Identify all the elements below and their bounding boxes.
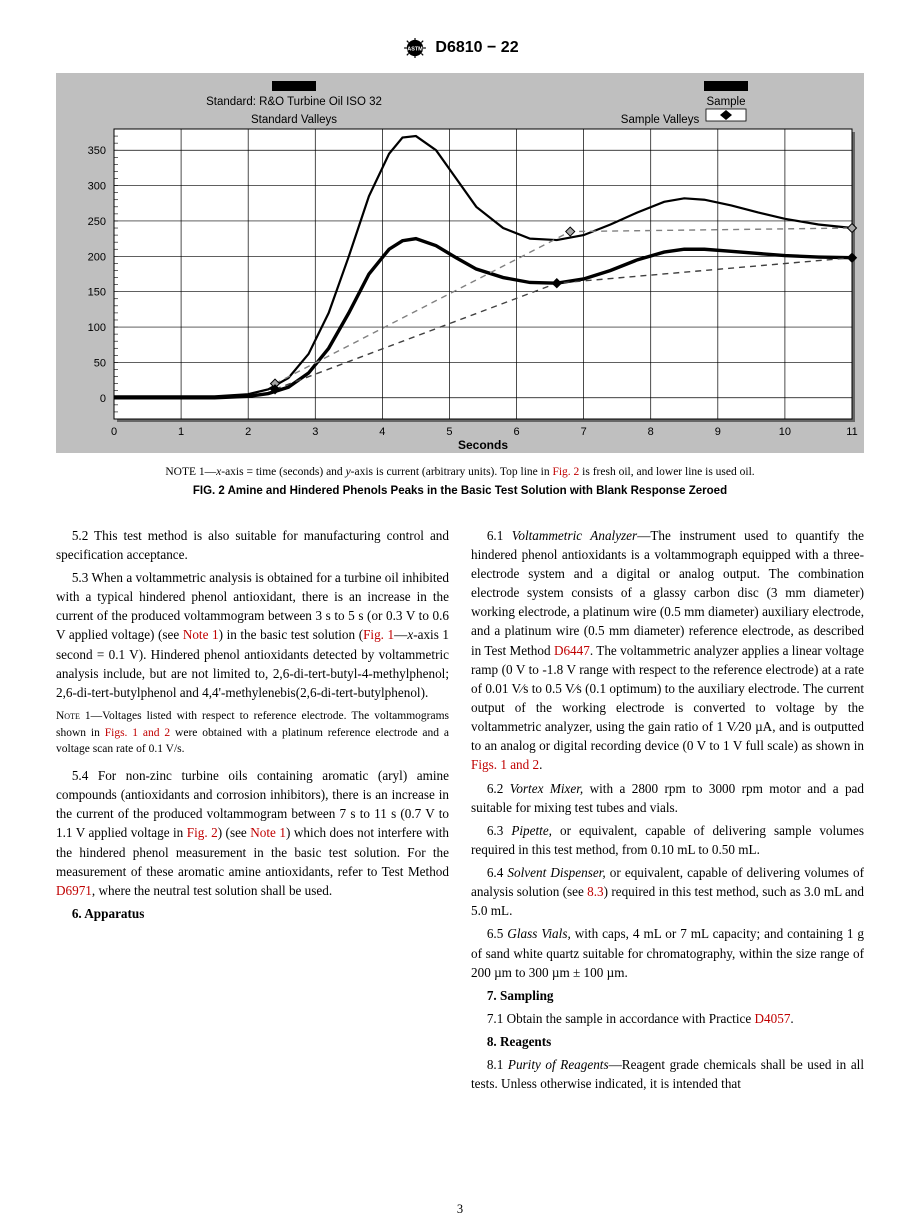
fig2-ref-b: Fig. 2	[187, 825, 218, 840]
svg-text:Standard Valleys: Standard Valleys	[251, 114, 337, 126]
d6447-ref: D6447	[554, 643, 590, 658]
svg-text:150: 150	[88, 287, 106, 299]
svg-text:Standard: R&O Turbine Oil ISO: Standard: R&O Turbine Oil ISO 32	[206, 96, 382, 108]
svg-text:Seconds: Seconds	[458, 438, 508, 452]
chart-note-prefix: NOTE 1—	[165, 466, 216, 478]
svg-text:Sample: Sample	[707, 96, 746, 108]
svg-text:8: 8	[648, 426, 654, 438]
heading-6: 6. Apparatus	[56, 904, 449, 923]
astm-logo-icon: ASTM	[401, 38, 429, 58]
para-5-2: 5.2 This test method is also suitable fo…	[56, 526, 449, 564]
para-6-5: 6.5 Glass Vials, with caps, 4 mL or 7 mL…	[471, 924, 864, 981]
svg-text:6: 6	[513, 426, 519, 438]
page-header: ASTM D6810 − 22	[56, 36, 864, 59]
ref-8-3: 8.3	[587, 884, 603, 899]
d4057-ref: D4057	[755, 1011, 791, 1026]
para-6-1: 6.1 Voltammetric Analyzer—The instrument…	[471, 526, 864, 775]
svg-text:250: 250	[88, 216, 106, 228]
svg-text:10: 10	[779, 426, 791, 438]
doc-id: D6810 − 22	[435, 36, 518, 59]
svg-text:7: 7	[581, 426, 587, 438]
note1-ref-b: Note 1	[250, 825, 286, 840]
chart-note-c: is fresh oil, and lower line is used oil…	[579, 466, 754, 478]
note-1: Note 1—Voltages listed with respect to r…	[56, 708, 449, 758]
svg-text:2: 2	[245, 426, 251, 438]
svg-text:3: 3	[312, 426, 318, 438]
svg-text:1: 1	[178, 426, 184, 438]
para-6-2: 6.2 Vortex Mixer, with a 2800 rpm to 300…	[471, 779, 864, 817]
para-7-1: 7.1 Obtain the sample in accordance with…	[471, 1009, 864, 1028]
body-columns: 5.2 This test method is also suitable fo…	[56, 526, 864, 1094]
svg-text:200: 200	[88, 252, 106, 264]
heading-8: 8. Reagents	[471, 1032, 864, 1051]
svg-text:4: 4	[379, 426, 385, 438]
svg-text:9: 9	[715, 426, 721, 438]
svg-text:300: 300	[88, 181, 106, 193]
chart-note: NOTE 1—xx-axis = time (seconds) and -axi…	[56, 464, 864, 481]
note1-ref: Note 1	[183, 627, 219, 642]
para-8-1: 8.1 Purity of Reagents—Reagent grade che…	[471, 1055, 864, 1093]
chart-caption: FIG. 2 Amine and Hindered Phenols Peaks …	[56, 483, 864, 500]
svg-text:0: 0	[111, 426, 117, 438]
svg-text:5: 5	[446, 426, 452, 438]
para-5-3: 5.3 When a voltammetric analysis is obta…	[56, 568, 449, 702]
svg-text:50: 50	[94, 358, 106, 370]
figs-1-2-ref-b: Figs. 1 and 2	[471, 757, 539, 772]
para-5-4: 5.4 For non-zinc turbine oils containing…	[56, 766, 449, 900]
heading-7: 7. Sampling	[471, 986, 864, 1005]
svg-text:ASTM: ASTM	[408, 46, 424, 52]
d6971-ref: D6971	[56, 883, 92, 898]
para-6-4: 6.4 Solvent Dispenser, or equivalent, ca…	[471, 863, 864, 920]
voltammogram-chart: 0 1 2 3 4 5 6 7 8 9 10 11 0 50 100 150 200 250 300 350 Secon…	[56, 73, 864, 458]
svg-text:350: 350	[88, 145, 106, 157]
svg-text:Sample Valleys: Sample Valleys	[621, 114, 700, 126]
figs-1-2-ref: Figs. 1 and 2	[105, 727, 170, 739]
page-number: 3	[0, 1200, 920, 1218]
svg-text:11: 11	[846, 426, 857, 438]
fig2-ref: Fig. 2	[552, 466, 579, 478]
para-6-3: 6.3 Pipette, or equivalent, capable of d…	[471, 821, 864, 859]
svg-text:0: 0	[100, 393, 106, 405]
fig1-ref: Fig. 1	[363, 627, 394, 642]
svg-text:100: 100	[88, 322, 106, 334]
